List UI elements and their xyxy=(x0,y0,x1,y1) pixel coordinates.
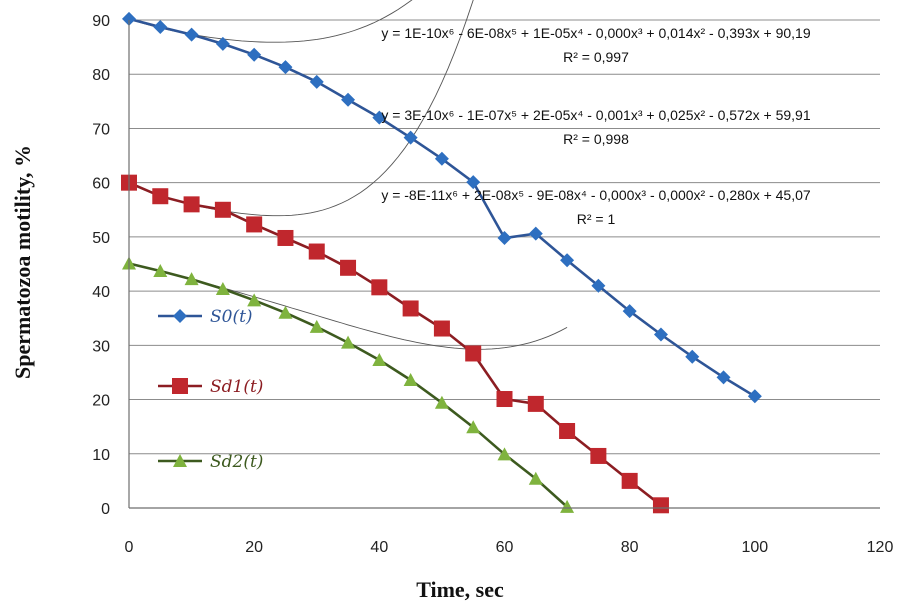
point-square xyxy=(433,320,450,337)
trendline-r2: R² = 0,997 xyxy=(563,49,629,65)
y-tick-label: 50 xyxy=(92,230,110,247)
point-square xyxy=(527,395,544,412)
x-tick-label: 40 xyxy=(370,539,388,556)
point-diamond xyxy=(653,327,668,342)
y-tick-label: 0 xyxy=(101,501,110,518)
point-diamond xyxy=(403,130,418,145)
point-square xyxy=(465,345,482,362)
point-square xyxy=(621,472,638,489)
point-diamond xyxy=(466,175,481,190)
point-diamond xyxy=(372,110,387,125)
point-diamond xyxy=(560,253,575,268)
point-square xyxy=(590,447,607,464)
trendline-equations: y = 1E-10x⁶ - 6E-08x⁵ + 1E-05x⁴ - 0,000x… xyxy=(381,25,811,227)
x-tick-label: 120 xyxy=(867,539,894,556)
series-lines xyxy=(128,17,756,508)
point-square xyxy=(308,243,325,260)
x-tick-label: 100 xyxy=(741,539,768,556)
point-diamond xyxy=(716,370,731,385)
y-tick-label: 10 xyxy=(92,447,110,464)
point-triangle xyxy=(215,281,230,295)
data-markers xyxy=(121,11,762,514)
trendlines xyxy=(128,0,568,350)
series-line-1 xyxy=(128,181,662,507)
point-triangle xyxy=(528,471,543,485)
point-triangle xyxy=(153,264,168,278)
point-triangle xyxy=(247,293,262,307)
point-triangle xyxy=(434,395,449,409)
point-diamond xyxy=(153,20,168,35)
point-square xyxy=(214,201,231,218)
point-square xyxy=(183,196,200,213)
point-diamond xyxy=(122,11,136,26)
axes xyxy=(128,20,880,509)
y-tick-label: 80 xyxy=(92,67,110,84)
point-diamond xyxy=(685,349,700,364)
point-square xyxy=(246,216,263,233)
point-square xyxy=(496,391,513,408)
point-square xyxy=(277,229,294,246)
trendline-equation: y = 1E-10x⁶ - 6E-08x⁵ + 1E-05x⁴ - 0,000x… xyxy=(381,25,810,41)
y-tick-label: 90 xyxy=(92,13,110,30)
point-diamond xyxy=(434,151,449,166)
point-square xyxy=(152,188,169,205)
point-square xyxy=(371,279,388,296)
point-triangle xyxy=(184,272,199,286)
point-diamond xyxy=(215,36,230,51)
y-tick-label: 30 xyxy=(92,338,110,355)
point-diamond xyxy=(341,92,356,107)
point-diamond xyxy=(278,60,293,75)
y-tick-label: 60 xyxy=(92,176,110,193)
point-square xyxy=(340,259,357,276)
point-diamond xyxy=(184,27,199,42)
legend-marker-square xyxy=(172,378,188,394)
x-tick-label: 0 xyxy=(125,539,134,556)
legend-label: S0(t) xyxy=(210,307,253,327)
legend-label: Sd2(t) xyxy=(210,452,263,472)
y-tick-label: 70 xyxy=(92,121,110,138)
point-triangle xyxy=(560,499,575,513)
point-diamond xyxy=(747,389,762,404)
y-tick-label: 40 xyxy=(92,284,110,301)
point-triangle xyxy=(403,373,418,387)
x-tick-label: 20 xyxy=(245,539,263,556)
point-square xyxy=(652,497,669,514)
x-tick-label: 60 xyxy=(496,539,514,556)
legend-marker-triangle xyxy=(173,454,187,467)
legend-label: Sd1(t) xyxy=(210,377,263,397)
point-square xyxy=(402,300,419,317)
point-diamond xyxy=(622,304,637,319)
point-triangle xyxy=(341,335,356,349)
trendline-equation: y = 3E-10x⁶ - 1E-07x⁵ + 2E-05x⁴ - 0,001x… xyxy=(381,107,810,123)
point-diamond xyxy=(309,74,324,89)
point-diamond xyxy=(591,278,606,293)
trendline-r2: R² = 0,998 xyxy=(563,131,629,147)
point-square xyxy=(559,423,576,440)
point-triangle xyxy=(497,447,512,461)
y-axis-title: Spermatozoa motility, % xyxy=(10,145,35,379)
trendline-r2: R² = 1 xyxy=(577,211,616,227)
trendline-equation: y = -8E-11x⁶ + 2E-08x⁵ - 9E-08x⁴ - 0,000… xyxy=(381,187,811,203)
tick-labels: 0 10 20 30 40 50 60 70 80 90 0 20 40 60 80 100 120 xyxy=(92,13,893,556)
trendline-0 xyxy=(128,0,413,43)
point-diamond xyxy=(528,226,543,241)
legend-marker-diamond xyxy=(173,309,187,323)
point-triangle xyxy=(372,352,387,366)
point-triangle xyxy=(278,305,293,319)
point-diamond xyxy=(247,47,262,62)
point-diamond xyxy=(497,230,512,245)
x-tick-label: 80 xyxy=(621,539,639,556)
x-axis-title: Time, sec xyxy=(416,577,504,602)
point-triangle xyxy=(466,420,481,434)
y-tick-label: 20 xyxy=(92,393,110,410)
point-triangle xyxy=(309,319,324,333)
legend: S0(t) Sd1(t) Sd2(t) xyxy=(158,307,263,472)
